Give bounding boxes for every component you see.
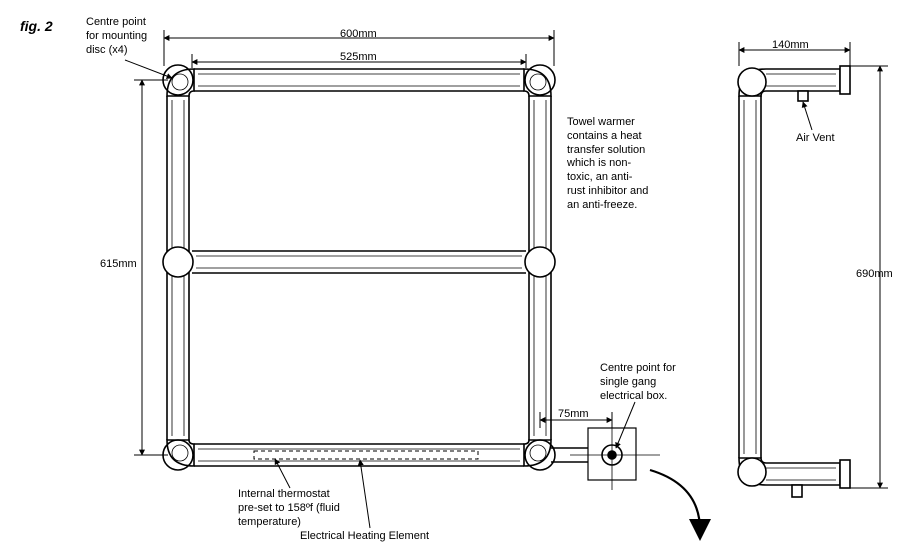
- dim-615: 615mm: [100, 258, 137, 272]
- label-thermostat: Internal thermostat pre-set to 158ºf (fl…: [238, 488, 388, 529]
- label-centre-box: Centre point for single gang electrical …: [600, 362, 710, 403]
- middle-rail: [192, 251, 526, 273]
- dim-75: 75mm: [558, 408, 589, 422]
- dim-690: 690mm: [856, 268, 893, 282]
- diagram-canvas: [0, 0, 908, 549]
- dim-525: 525mm: [340, 51, 377, 65]
- label-centre-mount: Centre point for mounting disc (x4): [86, 16, 147, 57]
- dim-140: 140mm: [772, 39, 809, 53]
- side-view: [738, 66, 850, 497]
- junction-box: [551, 415, 660, 490]
- bottom-rail: [194, 444, 524, 466]
- dim-600: 600mm: [340, 28, 377, 42]
- dimensions: [134, 30, 888, 488]
- label-air-vent: Air Vent: [796, 132, 835, 146]
- heating-element-dashed: [254, 451, 478, 459]
- label-description: Towel warmer contains a heat transfer so…: [567, 116, 677, 212]
- figure-number: fig. 2: [20, 18, 53, 36]
- top-rail: [194, 69, 524, 91]
- joints: [163, 65, 555, 470]
- label-heating-element: Electrical Heating Element: [300, 530, 429, 544]
